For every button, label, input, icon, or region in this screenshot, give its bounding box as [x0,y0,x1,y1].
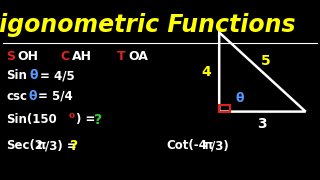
Text: AH: AH [72,50,92,63]
Text: 4: 4 [202,65,211,79]
Text: ) =: ) = [76,113,95,126]
Text: θ: θ [30,69,38,82]
Text: OH: OH [18,50,39,63]
Text: /3) =: /3) = [45,139,76,152]
Text: /3): /3) [211,139,229,152]
Text: 3: 3 [258,117,267,131]
Text: θ: θ [236,93,244,105]
Text: Trigonometric Functions: Trigonometric Functions [0,13,295,37]
Text: = 5/4: = 5/4 [38,90,73,103]
Text: o: o [69,111,75,120]
Text: OA: OA [128,50,148,63]
Text: ?: ? [94,113,102,127]
Text: Sin: Sin [6,69,27,82]
Text: 5: 5 [261,54,270,68]
Text: S: S [6,50,15,63]
Text: = 4/5: = 4/5 [40,69,75,82]
Text: π: π [203,139,212,152]
Text: ?: ? [70,139,78,153]
Text: Sec(2: Sec(2 [6,139,44,152]
Text: csc: csc [6,90,28,103]
Text: π: π [36,139,45,152]
Text: θ: θ [28,90,37,103]
Text: Cot(-4: Cot(-4 [166,139,207,152]
Text: Sin(150: Sin(150 [6,113,57,126]
Text: C: C [61,50,70,63]
Text: T: T [117,50,125,63]
